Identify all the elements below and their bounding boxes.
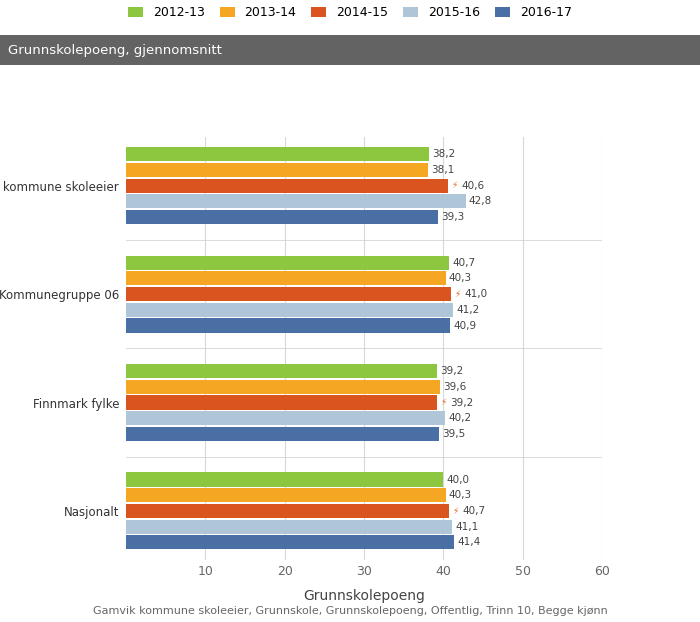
Bar [126, 364, 437, 378]
Text: 38,1: 38,1 [431, 165, 455, 175]
Text: 39,2: 39,2 [451, 397, 474, 407]
Text: ⚡: ⚡ [452, 181, 458, 190]
Text: 39,6: 39,6 [443, 382, 467, 392]
Text: 41,0: 41,0 [465, 289, 488, 299]
Bar [126, 318, 451, 333]
Text: 41,1: 41,1 [455, 522, 479, 532]
Bar [126, 179, 448, 193]
Bar [126, 536, 454, 549]
Text: 40,9: 40,9 [454, 320, 477, 330]
Bar [126, 194, 466, 208]
Text: 41,2: 41,2 [456, 305, 480, 315]
Text: 40,7: 40,7 [463, 506, 486, 516]
Bar [126, 271, 446, 285]
Text: 40,0: 40,0 [447, 475, 470, 485]
Text: Grunnskolepoeng, gjennomsnitt: Grunnskolepoeng, gjennomsnitt [8, 44, 223, 57]
Bar [126, 380, 440, 394]
Bar [126, 163, 428, 177]
Bar [126, 303, 453, 317]
Text: ⚡: ⚡ [454, 290, 461, 299]
Bar [126, 411, 445, 425]
Bar [126, 210, 438, 224]
Text: 40,7: 40,7 [452, 258, 475, 267]
Legend: 2012-13, 2013-14, 2014-15, 2015-16, 2016-17: 2012-13, 2013-14, 2014-15, 2015-16, 2016… [127, 6, 573, 19]
Text: 41,4: 41,4 [458, 537, 481, 547]
Text: 39,3: 39,3 [441, 212, 464, 222]
Bar [126, 287, 452, 301]
Bar [126, 256, 449, 270]
X-axis label: Grunnskolepoeng: Grunnskolepoeng [303, 589, 425, 603]
Text: 40,2: 40,2 [448, 413, 471, 424]
Text: Gamvik kommune skoleeier, Grunnskole, Grunnskolepoeng, Offentlig, Trinn 10, Begg: Gamvik kommune skoleeier, Grunnskole, Gr… [92, 606, 608, 616]
Text: 42,8: 42,8 [469, 197, 492, 207]
Text: ⚡: ⚡ [452, 506, 458, 516]
Text: 40,3: 40,3 [449, 273, 472, 284]
Bar [126, 396, 437, 410]
Bar [126, 519, 452, 534]
Bar [126, 488, 446, 503]
Text: ⚡: ⚡ [440, 398, 447, 407]
Text: 38,2: 38,2 [432, 149, 456, 159]
Text: 39,5: 39,5 [442, 429, 466, 439]
Bar [126, 473, 443, 486]
Text: 39,2: 39,2 [440, 366, 463, 376]
Bar [126, 147, 429, 161]
Bar [126, 504, 449, 518]
Bar [126, 427, 440, 441]
Text: 40,3: 40,3 [449, 490, 472, 500]
Text: 40,6: 40,6 [461, 180, 484, 191]
